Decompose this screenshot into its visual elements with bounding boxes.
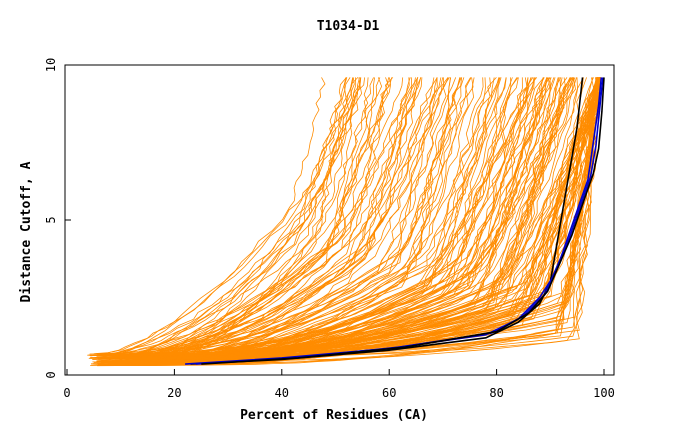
highlighted-curve — [201, 77, 605, 365]
x-tick-label: 60 — [382, 386, 396, 400]
model-curve — [126, 77, 438, 359]
model-curve — [163, 77, 435, 364]
model-curve — [106, 77, 500, 360]
model-curve — [142, 77, 465, 361]
x-tick-label: 20 — [167, 386, 181, 400]
model-curve — [96, 77, 471, 354]
model-curve — [139, 77, 451, 356]
model-curve — [131, 77, 502, 357]
background-model-curves — [87, 77, 602, 367]
model-curve — [136, 77, 534, 363]
model-curve — [95, 77, 393, 356]
x-axis-ticks: 0 20 40 60 80 100 — [63, 369, 615, 400]
chart-title: T1034-D1 — [317, 19, 380, 34]
model-curve — [102, 77, 362, 356]
model-curve — [94, 77, 326, 355]
model-curve — [141, 77, 601, 358]
model-curve — [97, 77, 410, 360]
model-curve — [110, 77, 362, 360]
model-curve — [97, 77, 360, 362]
model-curve — [96, 77, 390, 355]
model-curve — [157, 77, 390, 354]
model-curve — [147, 77, 563, 362]
model-curve — [100, 77, 552, 361]
x-axis-label: Percent of Residues (CA) — [240, 408, 428, 423]
model-curve — [107, 77, 551, 364]
y-tick-label: 0 — [44, 371, 58, 378]
model-curve — [101, 77, 419, 366]
model-curve — [117, 77, 600, 356]
highlighted-model-curves — [185, 77, 605, 365]
model-curve — [143, 77, 411, 363]
x-tick-label: 40 — [275, 386, 289, 400]
model-curve — [152, 77, 363, 360]
x-tick-label: 0 — [63, 386, 70, 400]
model-curve — [97, 77, 365, 364]
x-tick-label: 100 — [593, 386, 615, 400]
model-curve — [90, 77, 528, 357]
model-curve — [153, 77, 444, 362]
model-curve — [136, 77, 548, 363]
model-curve — [98, 77, 462, 357]
model-curve — [121, 77, 600, 360]
y-axis-ticks: 0 5 10 — [44, 58, 71, 379]
model-curve — [96, 77, 359, 359]
model-curve — [98, 77, 369, 360]
model-curve — [139, 77, 357, 358]
model-curve — [94, 77, 492, 358]
y-tick-label: 5 — [44, 216, 58, 223]
model-curve — [124, 77, 571, 355]
model-curve — [138, 77, 512, 366]
model-curve — [157, 77, 600, 358]
model-curve — [136, 77, 392, 356]
model-curve — [128, 77, 513, 354]
model-curve — [99, 77, 347, 356]
model-curve — [128, 77, 555, 364]
model-curve — [151, 77, 523, 358]
model-curve — [154, 77, 601, 366]
y-axis-label: Distance Cutoff, A — [19, 161, 34, 302]
model-curve — [113, 77, 413, 359]
y-tick-label: 10 — [44, 58, 58, 72]
x-tick-label: 80 — [489, 386, 503, 400]
